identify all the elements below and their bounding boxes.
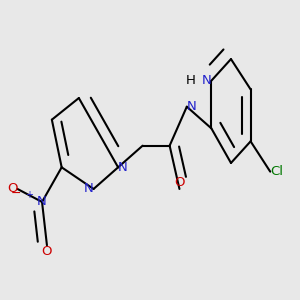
Text: N: N (84, 182, 94, 196)
Text: O: O (42, 245, 52, 258)
Text: H: H (186, 74, 196, 87)
Text: N: N (202, 74, 211, 87)
Text: O: O (7, 182, 17, 196)
Text: N: N (187, 100, 196, 113)
Text: N: N (37, 196, 47, 208)
Text: O: O (174, 176, 185, 189)
Text: N: N (118, 161, 128, 174)
Text: −: − (11, 187, 22, 200)
Text: +: + (25, 190, 32, 200)
Text: Cl: Cl (270, 165, 283, 178)
